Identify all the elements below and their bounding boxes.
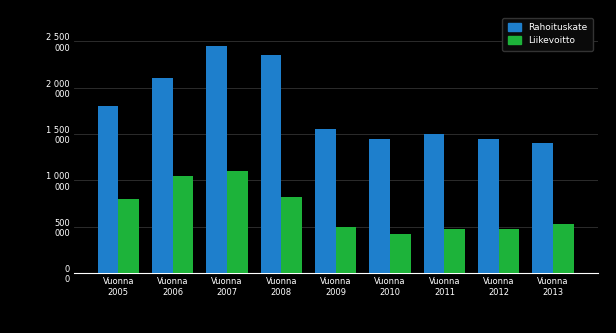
Bar (206, 46, 227, 273)
Bar (499, 229, 519, 273)
Bar (98, 106, 118, 273)
Bar (261, 55, 282, 273)
Bar (172, 176, 193, 273)
Bar (336, 227, 357, 273)
Bar (282, 197, 302, 273)
Bar (152, 78, 172, 273)
Bar (444, 228, 465, 273)
Bar (553, 224, 573, 273)
Bar (315, 129, 336, 273)
Bar (478, 139, 499, 273)
Bar (227, 171, 248, 273)
Bar (118, 199, 139, 273)
Bar (532, 143, 553, 273)
Bar (424, 134, 444, 273)
Legend: Rahoituskate, Liikevoitto: Rahoituskate, Liikevoitto (502, 18, 593, 51)
Bar (390, 234, 411, 273)
Bar (370, 139, 390, 273)
